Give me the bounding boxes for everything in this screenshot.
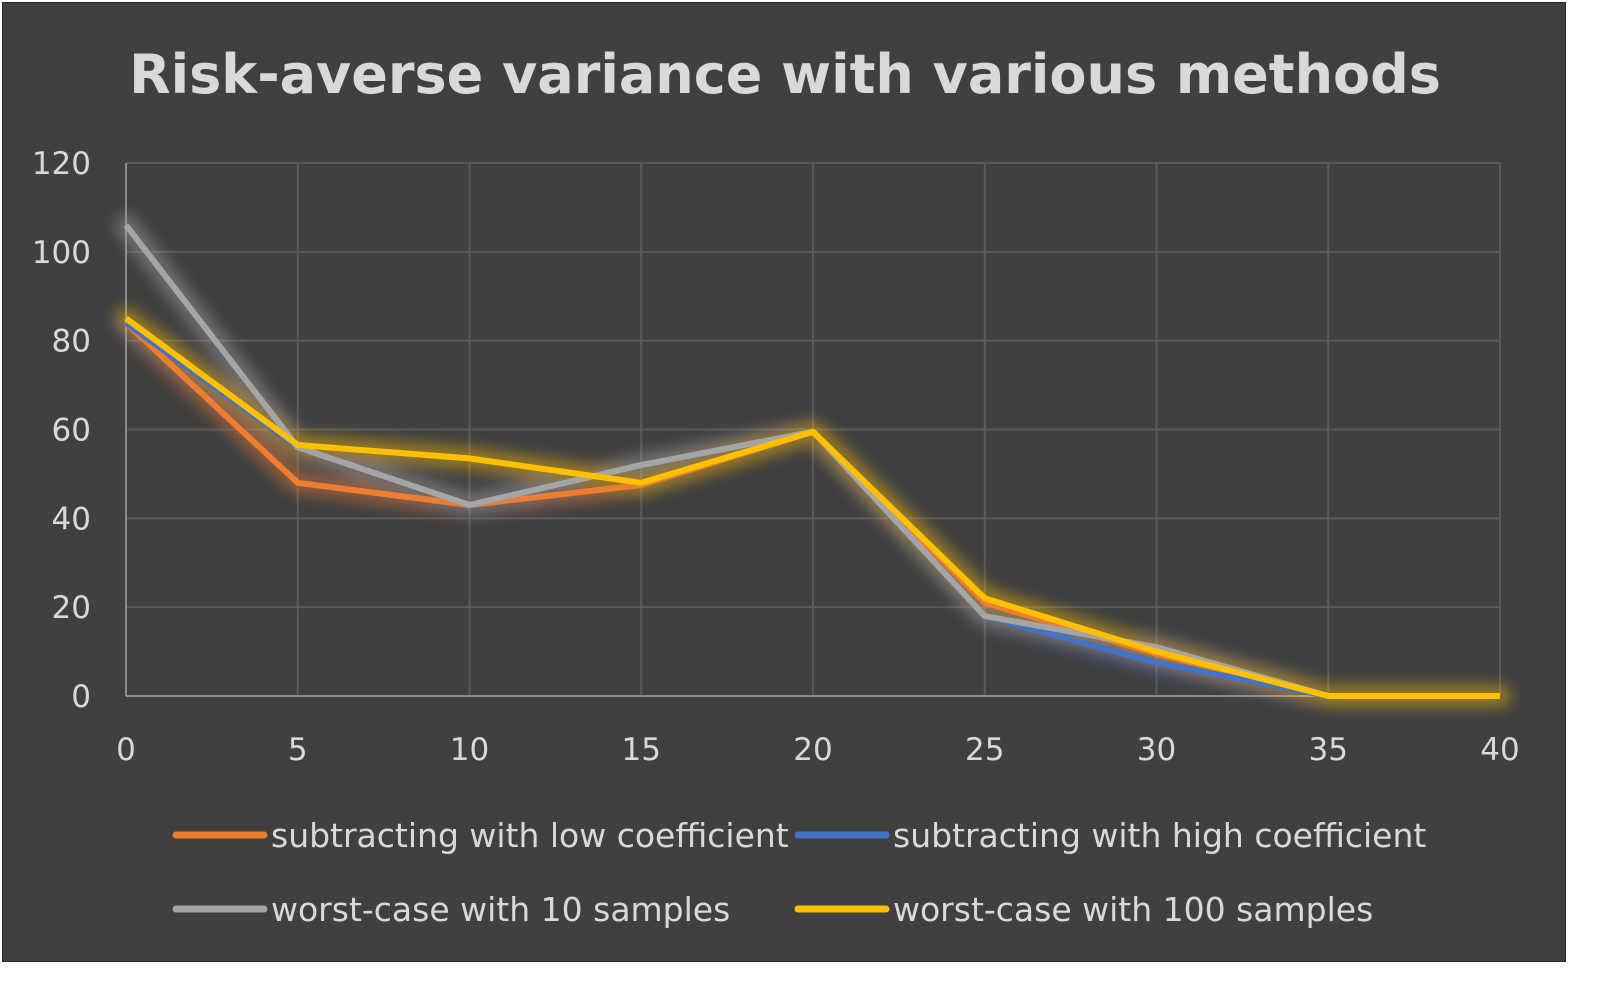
x-tick-label: 10 (450, 732, 489, 768)
x-tick-label: 30 (1137, 732, 1176, 768)
y-tick-label: 40 (52, 501, 91, 537)
chart-frame: Risk-averse variance with various method… (2, 2, 1566, 962)
legend-entry: worst-case with 100 samples (794, 890, 1373, 929)
chart-title: Risk-averse variance with various method… (129, 43, 1441, 106)
legend-entry: subtracting with high coefficient (794, 816, 1426, 855)
x-axis-ticks: 0 5 10 15 20 25 30 35 40 (116, 732, 1520, 768)
y-tick-label: 20 (52, 590, 91, 626)
legend-label: worst-case with 10 samples (271, 890, 730, 929)
x-tick-label: 5 (288, 732, 308, 768)
x-tick-label: 15 (622, 732, 661, 768)
line-chart: 0 20 40 60 80 100 120 0 5 10 15 20 25 30 35 40 subtrac… (32, 146, 1520, 929)
y-tick-label: 0 (71, 679, 91, 715)
series-line-4 (124, 316, 1500, 699)
y-tick-label: 60 (52, 413, 91, 449)
x-tick-label: 40 (1480, 732, 1519, 768)
legend-entry: worst-case with 10 samples (172, 890, 730, 929)
x-tick-label: 25 (965, 732, 1004, 768)
series-lines (123, 223, 1500, 699)
y-tick-label: 100 (32, 235, 91, 271)
legend-label: worst-case with 100 samples (893, 890, 1373, 929)
x-tick-label: 20 (793, 732, 832, 768)
y-axis-ticks: 0 20 40 60 80 100 120 (32, 146, 91, 715)
x-tick-label: 0 (116, 732, 136, 768)
y-tick-label: 80 (52, 324, 91, 360)
legend: subtracting with low coefficient subtract… (172, 816, 1426, 929)
y-tick-label: 120 (32, 146, 91, 182)
legend-entry: subtracting with low coefficient (172, 816, 789, 855)
x-tick-label: 35 (1309, 732, 1348, 768)
legend-label: subtracting with low coefficient (271, 816, 789, 855)
legend-label: subtracting with high coefficient (893, 816, 1426, 855)
